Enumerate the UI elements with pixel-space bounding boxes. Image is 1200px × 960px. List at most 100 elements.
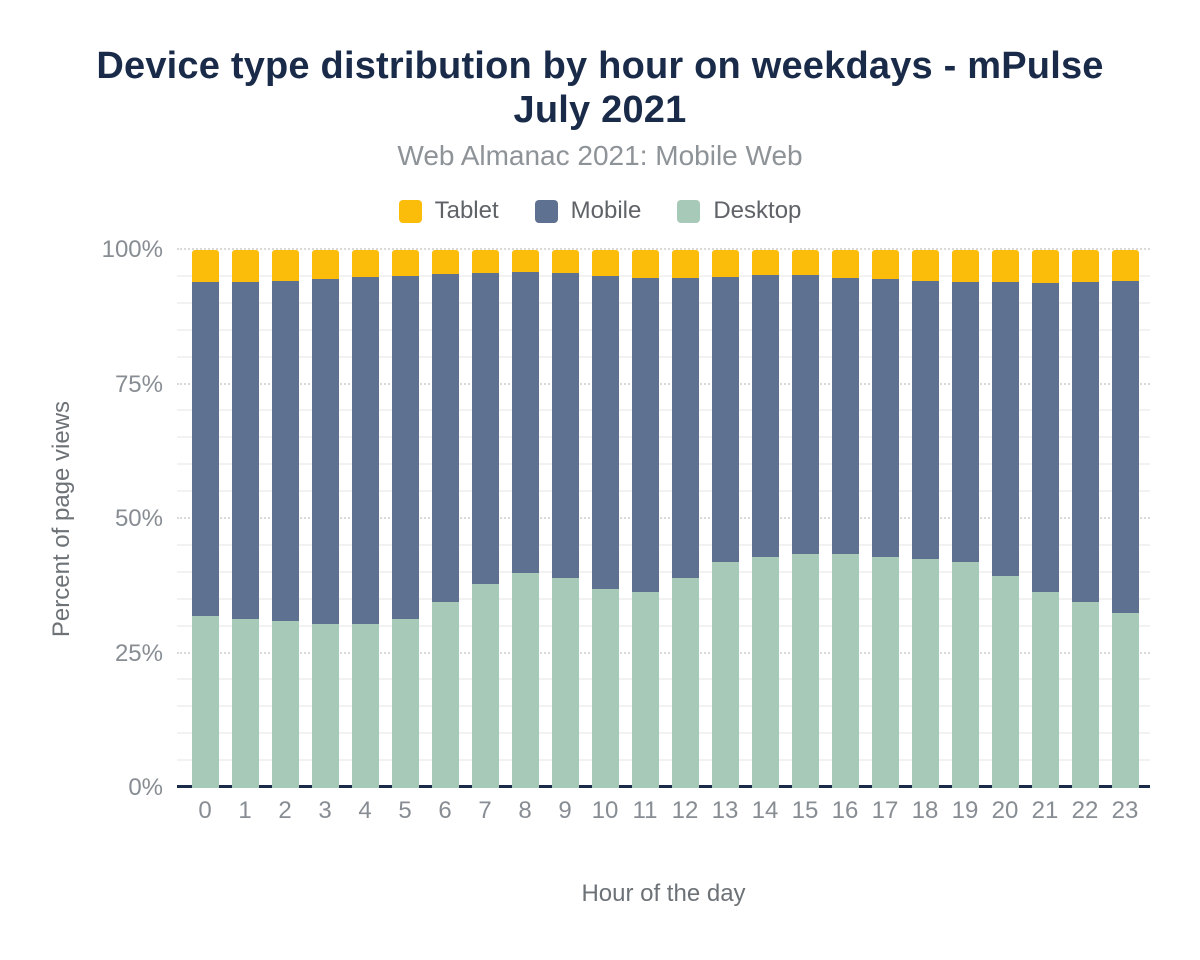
x-tick-23: 23 xyxy=(1111,797,1139,824)
bar-segment-mobile-hour-12 xyxy=(671,277,699,579)
x-tick-2: 2 xyxy=(278,797,292,824)
x-tick-4: 4 xyxy=(358,797,372,824)
gridline-85 xyxy=(177,328,1150,331)
bar-segment-desktop-hour-1 xyxy=(231,618,259,788)
plot-area xyxy=(177,248,1150,788)
bar-hour-13 xyxy=(705,250,745,788)
bar-segment-desktop-hour-2 xyxy=(271,621,299,788)
legend-item-mobile: Mobile xyxy=(534,197,641,225)
gridline-65 xyxy=(177,436,1150,439)
bar-segment-mobile-hour-22 xyxy=(1071,281,1099,603)
bar-segment-tablet-hour-8 xyxy=(511,250,539,273)
bar-hour-8 xyxy=(505,250,545,788)
bar-segment-tablet-hour-17 xyxy=(871,250,899,280)
x-axis-title: Hour of the day xyxy=(581,880,746,907)
desktop-swatch-icon xyxy=(677,199,701,223)
bar-hour-14 xyxy=(745,250,785,788)
bar-segment-mobile-hour-9 xyxy=(551,273,579,579)
bar-segment-mobile-hour-21 xyxy=(1031,282,1059,592)
bar-segment-mobile-hour-2 xyxy=(271,281,299,622)
bar-hour-17 xyxy=(865,250,905,788)
bar-segment-tablet-hour-22 xyxy=(1071,250,1099,282)
x-tick-20: 20 xyxy=(991,797,1019,824)
bar-segment-desktop-hour-6 xyxy=(431,602,459,788)
bar-segment-tablet-hour-15 xyxy=(791,250,819,276)
x-tick-18: 18 xyxy=(911,797,939,824)
y-tick-100%: 100% xyxy=(101,236,163,263)
x-tick-15: 15 xyxy=(791,797,819,824)
gridline-100 xyxy=(177,248,1150,250)
bar-segment-tablet-hour-7 xyxy=(471,250,499,273)
bar-hour-11 xyxy=(625,250,665,788)
gridline-90 xyxy=(177,301,1150,304)
chart-title: Device type distribution by hour on week… xyxy=(96,45,1104,132)
bar-segment-desktop-hour-20 xyxy=(991,575,1019,788)
x-tick-7: 7 xyxy=(478,797,492,824)
x-tick-3: 3 xyxy=(318,797,332,824)
x-tick-16: 16 xyxy=(831,797,859,824)
x-tick-17: 17 xyxy=(871,797,899,824)
bar-segment-mobile-hour-7 xyxy=(471,272,499,584)
bar-segment-mobile-hour-1 xyxy=(231,282,259,619)
x-tick-13: 13 xyxy=(711,797,739,824)
bar-segment-mobile-hour-18 xyxy=(911,280,939,560)
bar-segment-tablet-hour-6 xyxy=(431,250,459,275)
x-tick-11: 11 xyxy=(632,797,658,824)
gridline-25 xyxy=(177,651,1150,654)
bar-hour-6 xyxy=(425,250,465,788)
tablet-swatch-icon xyxy=(398,199,422,223)
bar-hour-19 xyxy=(945,250,985,788)
x-tick-19: 19 xyxy=(951,797,979,824)
bar-hour-22 xyxy=(1065,250,1105,788)
legend-item-desktop: Desktop xyxy=(677,197,801,225)
bar-segment-desktop-hour-12 xyxy=(671,578,699,788)
mobile-swatch-icon xyxy=(534,199,558,223)
bar-hour-3 xyxy=(305,250,345,788)
bar-segment-desktop-hour-0 xyxy=(191,615,219,788)
y-tick-25%: 25% xyxy=(114,639,163,667)
bar-segment-desktop-hour-4 xyxy=(351,623,379,788)
x-tick-10: 10 xyxy=(591,797,619,824)
bar-hour-16 xyxy=(825,250,865,788)
bar-segment-mobile-hour-13 xyxy=(711,276,739,563)
bar-segment-desktop-hour-5 xyxy=(391,618,419,788)
gridline-40 xyxy=(177,570,1150,573)
bar-segment-desktop-hour-3 xyxy=(311,623,339,788)
bar-segment-mobile-hour-8 xyxy=(511,272,539,573)
bar-segment-mobile-hour-23 xyxy=(1111,281,1139,614)
x-tick-8: 8 xyxy=(518,797,532,824)
legend-item-tablet: Tablet xyxy=(398,197,499,225)
x-tick-14: 14 xyxy=(751,797,779,824)
bar-segment-desktop-hour-10 xyxy=(591,588,619,788)
y-tick-75%: 75% xyxy=(114,370,163,398)
bar-segment-tablet-hour-4 xyxy=(351,250,379,277)
bar-segment-tablet-hour-9 xyxy=(551,250,579,274)
bar-segment-desktop-hour-21 xyxy=(1031,591,1059,788)
bar-segment-mobile-hour-19 xyxy=(951,281,979,563)
bar-hour-1 xyxy=(225,250,265,788)
bar-hour-18 xyxy=(905,250,945,788)
gridline-45 xyxy=(177,543,1150,546)
bar-hour-12 xyxy=(665,250,705,788)
bar-segment-tablet-hour-5 xyxy=(391,250,419,276)
gridline-5 xyxy=(177,759,1150,762)
bar-segment-desktop-hour-13 xyxy=(711,562,739,788)
bar-segment-mobile-hour-6 xyxy=(431,274,459,603)
bar-segment-mobile-hour-11 xyxy=(631,278,659,592)
bar-hour-20 xyxy=(985,250,1025,788)
bar-segment-mobile-hour-3 xyxy=(311,279,339,624)
bar-segment-desktop-hour-19 xyxy=(951,562,979,788)
x-tick-9: 9 xyxy=(558,797,572,824)
bar-segment-desktop-hour-7 xyxy=(471,583,499,788)
legend: Tablet Mobile Desktop xyxy=(0,197,1200,225)
gridline-75 xyxy=(177,382,1150,385)
bar-hour-21 xyxy=(1025,250,1065,788)
x-tick-1: 1 xyxy=(238,797,252,824)
gridline-70 xyxy=(177,409,1150,412)
x-tick-12: 12 xyxy=(671,797,699,824)
bar-segment-tablet-hour-20 xyxy=(991,250,1019,282)
x-axis-line xyxy=(177,785,1150,788)
bar-segment-mobile-hour-15 xyxy=(791,275,819,554)
bar-segment-tablet-hour-12 xyxy=(671,250,699,278)
bar-segment-desktop-hour-23 xyxy=(1111,613,1139,788)
